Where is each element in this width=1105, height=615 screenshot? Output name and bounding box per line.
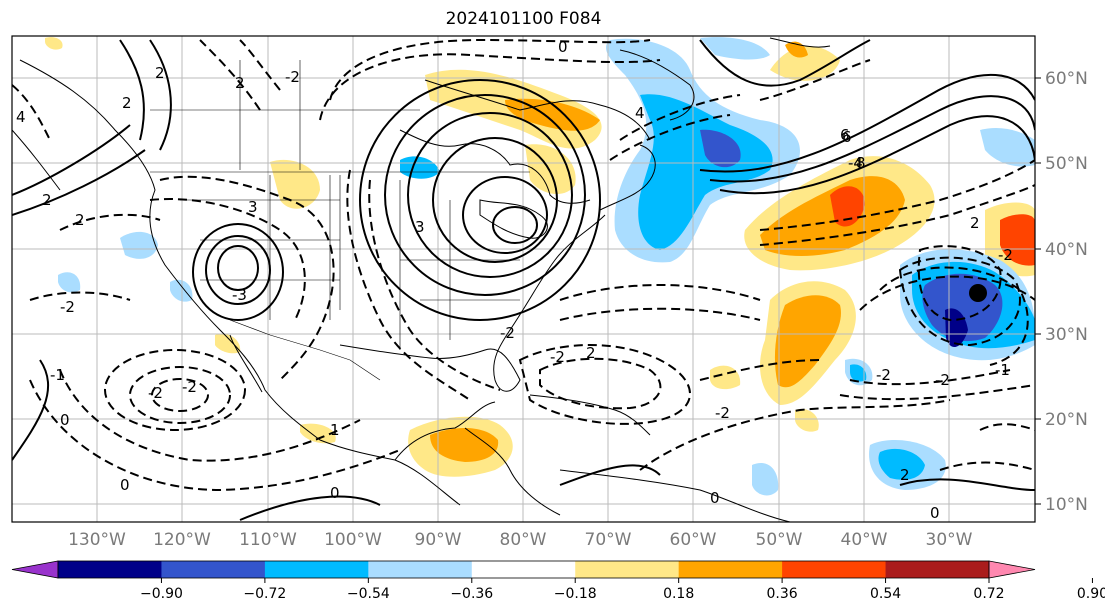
lat-label: 10°N — [1045, 495, 1088, 515]
contour-label: -2 — [998, 246, 1013, 264]
contour-label: 8 — [856, 154, 866, 172]
colorbar-extend-high — [988, 560, 1036, 579]
lat-label: 40°N — [1045, 240, 1088, 260]
contour-label: -2 — [285, 68, 300, 86]
contour-label: -4 — [848, 154, 863, 172]
contour-label: 2 — [75, 211, 85, 229]
colorbar-tick-label: −0.90 — [140, 586, 183, 602]
colorbar-bin — [575, 561, 680, 578]
contour-label: 2 — [235, 74, 245, 92]
colorbar-bin — [368, 561, 473, 578]
contour-label: 0 — [930, 504, 940, 522]
lat-axis: 60°N 50°N 40°N 30°N 20°N 10°N — [1035, 69, 1088, 515]
contour-label: -2 — [148, 384, 163, 402]
contour-label: -3 — [232, 286, 247, 304]
contour-labels: 0 2 2 4 6 2 3 -2 -2 -3 -2 -1 0 2 4 2 -2 … — [16, 38, 1013, 522]
colorbar-tick-label: −0.72 — [243, 586, 286, 602]
contour-label: 2 — [122, 94, 132, 112]
contour-label: -2 — [182, 378, 197, 396]
contour-label: -2 — [935, 371, 950, 389]
contour-label: -1 — [995, 361, 1010, 379]
colorbar-bin — [471, 561, 576, 578]
colorbar-bin — [885, 561, 990, 578]
colorbar-tick-label: 0.18 — [663, 586, 694, 602]
coastlines — [12, 37, 831, 522]
contour-label: 0 — [120, 476, 130, 494]
colorbar-bin — [678, 561, 783, 578]
colorbar-extend-low — [11, 560, 59, 579]
colorbar-bin — [264, 561, 369, 578]
lon-axis: 130°W 120°W 110°W 100°W 90°W 80°W 70°W 6… — [68, 530, 973, 550]
contour-label: 4 — [16, 108, 26, 126]
lon-label: 40°W — [841, 530, 888, 550]
contour-label: 6 — [842, 128, 852, 146]
lon-label: 90°W — [415, 530, 462, 550]
contour-label: 0 — [558, 38, 568, 56]
lon-label: 110°W — [239, 530, 297, 550]
contour-label: 2 — [900, 466, 910, 484]
contour-label: 4 — [635, 104, 645, 122]
colorbar-bin — [782, 561, 887, 578]
colorbar-tick-label: 0.54 — [870, 586, 901, 602]
contour-label: 0 — [710, 489, 720, 507]
lat-label: 50°N — [1045, 154, 1088, 174]
colorbar-tick-label: −0.18 — [554, 586, 597, 602]
colorbar-tick-label: 0.90 — [1077, 586, 1105, 602]
contour-label: 2 — [42, 191, 52, 209]
lon-label: 100°W — [324, 530, 382, 550]
contour-label: 6 — [840, 126, 850, 144]
lon-label: 50°W — [756, 530, 803, 550]
lat-label: 60°N — [1045, 69, 1088, 89]
colorbar-tick-label: 0.72 — [973, 586, 1004, 602]
map-title: 2024101100 F084 — [445, 9, 602, 29]
contour-label: -2 — [550, 348, 565, 366]
contour-label: -2 — [500, 324, 515, 342]
contour-label: -2 — [876, 366, 891, 384]
contour-label: 0 — [60, 411, 70, 429]
contour-label: 0 — [330, 484, 340, 502]
lon-label: 130°W — [68, 530, 126, 550]
contour-label: 2 — [155, 64, 165, 82]
lat-label: 30°N — [1045, 325, 1088, 345]
colorbar-tick-label: −0.54 — [347, 586, 390, 602]
map-panel: 0 2 2 4 6 2 3 -2 -2 -3 -2 -1 0 2 4 2 -2 … — [12, 36, 1035, 522]
colorbar-bin — [58, 561, 162, 578]
lon-label: 80°W — [500, 530, 547, 550]
contour-label: 3 — [248, 198, 258, 216]
lon-label: 70°W — [585, 530, 632, 550]
contour-label: -2 — [715, 404, 730, 422]
colorbar-tick-label: 0.36 — [767, 586, 798, 602]
colorbar-bin — [161, 561, 266, 578]
contour-label: 2 — [970, 214, 980, 232]
contour-label: 1 — [330, 421, 340, 439]
colorbar-tick-label: −0.36 — [450, 586, 493, 602]
lon-label: 30°W — [926, 530, 973, 550]
contour-label: 2 — [586, 344, 596, 362]
contour-label: 3 — [415, 218, 425, 236]
contours-solid — [12, 39, 1035, 521]
shading-layer — [45, 37, 1035, 496]
storm-center-marker — [969, 284, 987, 302]
contours-dashed — [12, 38, 1035, 492]
contour-label: -1 — [50, 366, 65, 384]
lat-label: 20°N — [1045, 410, 1088, 430]
colorbar: −0.90 −0.72 −0.54 −0.36 −0.18 0.18 0.36 0.54 0.7… — [11, 560, 1105, 602]
contour-label: -2 — [60, 298, 75, 316]
map-frame — [11, 35, 1036, 523]
lon-label: 60°W — [670, 530, 717, 550]
lon-label: 120°W — [153, 530, 211, 550]
colorbar-frame — [57, 560, 990, 579]
